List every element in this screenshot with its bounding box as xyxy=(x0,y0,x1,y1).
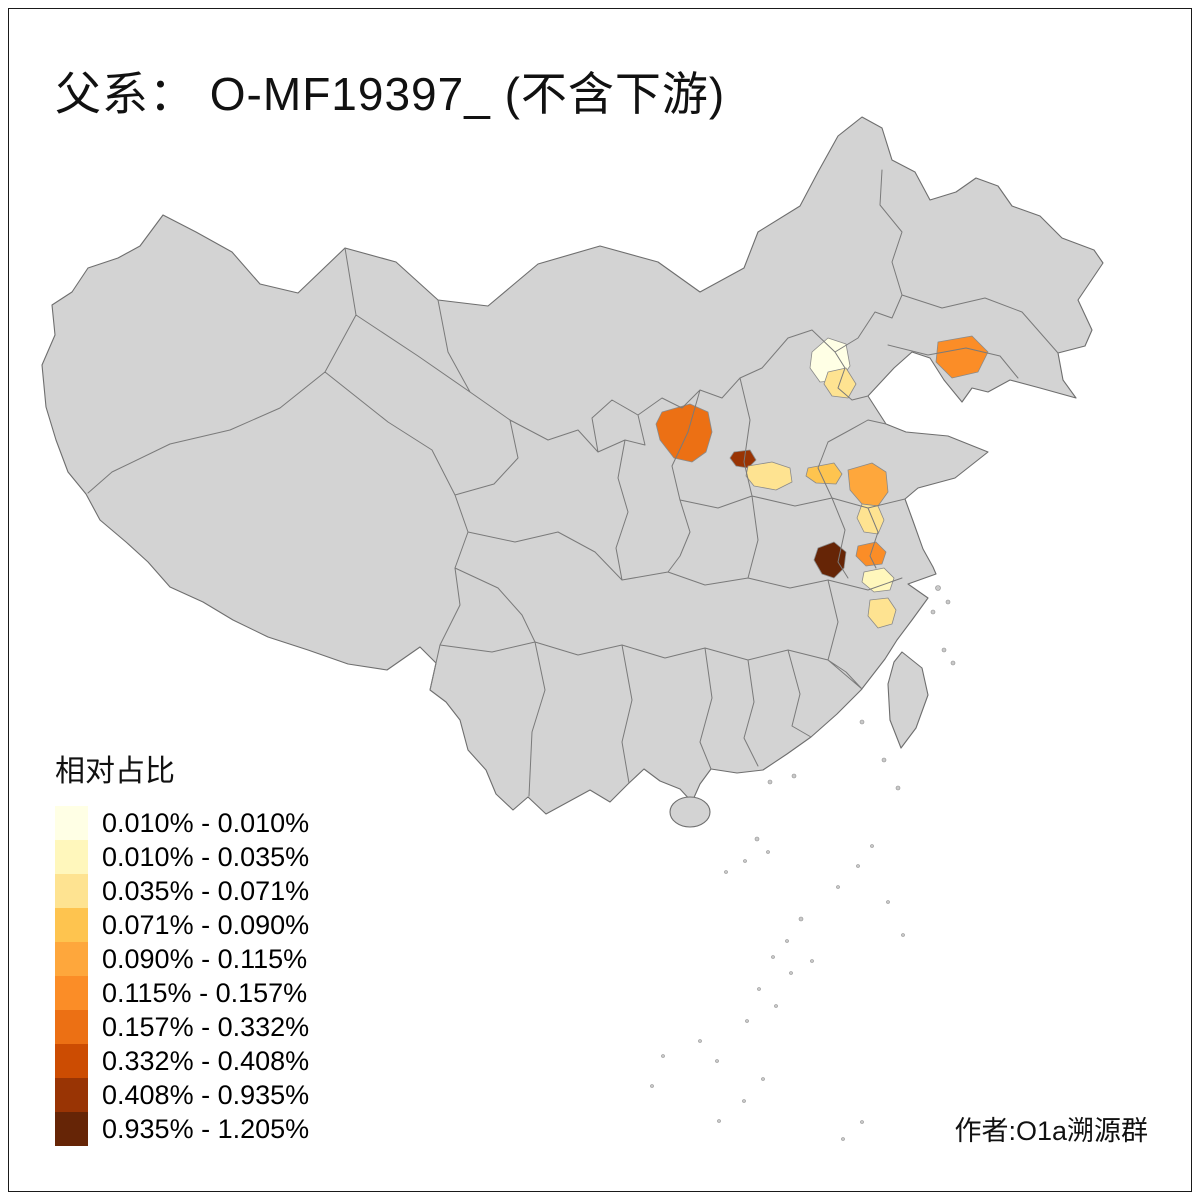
legend-swatch xyxy=(55,976,88,1010)
legend-range-label: 0.408% - 0.935% xyxy=(102,1079,310,1110)
legend-range-label: 0.332% - 0.408% xyxy=(102,1045,310,1076)
legend-item: 0.332% - 0.408% xyxy=(55,1044,309,1078)
region-north-jiangsu-orange xyxy=(847,462,889,507)
legend-range-label: 0.157% - 0.332% xyxy=(102,1011,310,1042)
legend-swatch xyxy=(55,1112,88,1146)
china-mainland xyxy=(41,116,1104,815)
legend-swatch xyxy=(55,840,88,874)
region-anhui-darkbrown xyxy=(813,541,847,579)
legend-item: 0.010% - 0.035% xyxy=(55,840,309,874)
legend-range-label: 0.010% - 0.035% xyxy=(102,841,310,872)
legend-item: 0.010% - 0.010% xyxy=(55,806,309,840)
legend-item: 0.115% - 0.157% xyxy=(55,976,309,1010)
legend: 相对占比 0.010% - 0.010% 0.010% - 0.035% 0.035… xyxy=(55,746,309,1146)
legend-swatch xyxy=(55,806,88,840)
legend-item: 0.035% - 0.071% xyxy=(55,874,309,908)
legend-swatch xyxy=(55,874,88,908)
legend-swatch xyxy=(55,1078,88,1112)
legend-swatch xyxy=(55,908,88,942)
legend-range-label: 0.115% - 0.157% xyxy=(102,977,308,1008)
region-huaibei-yellow xyxy=(805,462,843,485)
legend-rows: 0.010% - 0.010% 0.010% - 0.035% 0.035% - 0… xyxy=(55,806,309,1146)
region-zhejiang-pale-2 xyxy=(867,597,897,629)
legend-swatch xyxy=(55,942,88,976)
legend-range-label: 0.010% - 0.010% xyxy=(102,807,310,838)
legend-range-label: 0.935% - 1.205% xyxy=(102,1113,310,1144)
hainan-island xyxy=(669,796,711,828)
attribution: 作者:O1a溯源群 xyxy=(954,1116,1148,1146)
taiwan-island xyxy=(887,651,929,749)
legend-item: 0.090% - 0.115% xyxy=(55,942,309,976)
legend-item: 0.935% - 1.205% xyxy=(55,1112,309,1146)
legend-range-label: 0.035% - 0.071% xyxy=(102,875,310,906)
legend-title: 相对占比 xyxy=(55,755,175,788)
legend-swatch xyxy=(55,1044,88,1078)
legend-swatch xyxy=(55,1010,88,1044)
region-shanxi-darkorange xyxy=(655,403,713,463)
highlighted-regions xyxy=(655,335,989,629)
sea-islands xyxy=(650,585,956,1141)
legend-range-label: 0.071% - 0.090% xyxy=(102,909,310,940)
province-borders xyxy=(87,169,1059,797)
legend-item: 0.408% - 0.935% xyxy=(55,1078,309,1112)
legend-item: 0.071% - 0.090% xyxy=(55,908,309,942)
region-zhejiang-pale-1 xyxy=(861,567,895,593)
legend-item: 0.157% - 0.332% xyxy=(55,1010,309,1044)
legend-range-label: 0.090% - 0.115% xyxy=(102,943,308,974)
region-liaoning-orange xyxy=(935,335,989,379)
page-title: 父系： O-MF19397_ (不含下游) xyxy=(55,68,726,120)
